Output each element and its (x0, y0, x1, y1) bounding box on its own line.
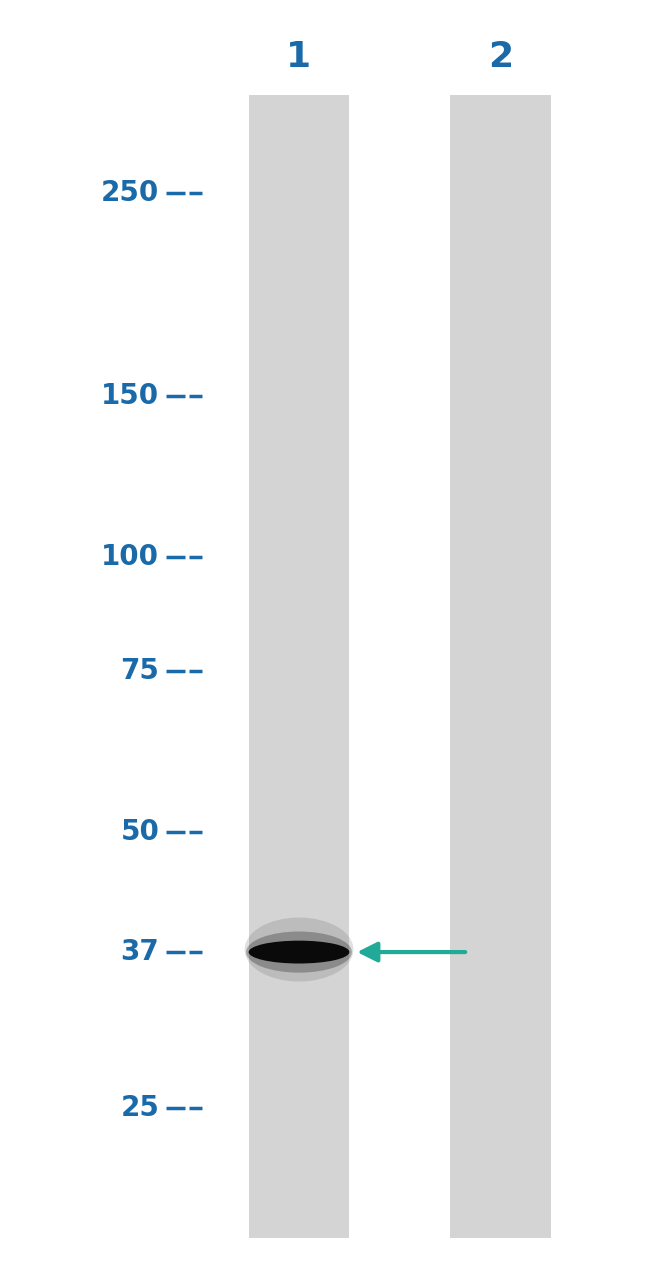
Text: 25: 25 (120, 1093, 159, 1121)
Text: 37: 37 (120, 939, 159, 966)
Ellipse shape (248, 941, 350, 964)
Ellipse shape (246, 931, 352, 973)
Bar (248, 95, 350, 1238)
Text: 75: 75 (120, 658, 159, 686)
Text: 150: 150 (101, 382, 159, 410)
Bar (450, 95, 551, 1238)
Text: 50: 50 (120, 818, 159, 847)
Text: 1: 1 (287, 41, 311, 74)
Text: 2: 2 (488, 41, 513, 74)
Text: 100: 100 (101, 544, 159, 572)
Ellipse shape (244, 917, 354, 982)
Text: 250: 250 (101, 179, 159, 207)
